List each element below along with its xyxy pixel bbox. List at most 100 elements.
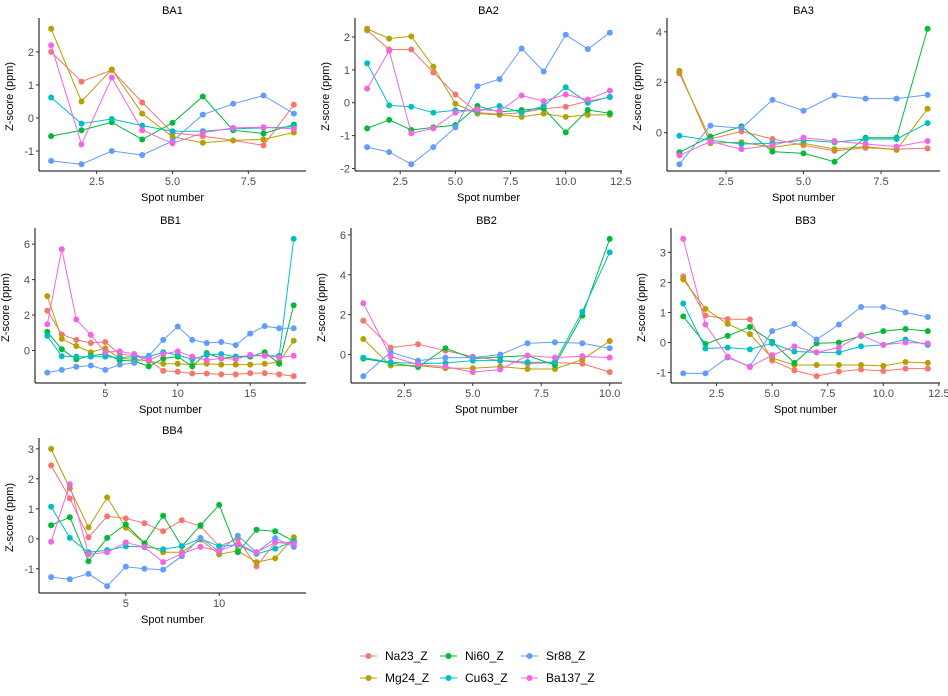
panel-title: BB1 xyxy=(160,215,181,227)
data-point-Na23_Z xyxy=(122,515,129,522)
x-axis-label: Spot number xyxy=(772,192,835,204)
legend: Na23_Z Mg24_Z Ni60_Z Cu63_Z Sr88_Z Ba137_Z xyxy=(360,649,595,685)
data-point-Ni60_Z xyxy=(902,325,909,332)
legend-item-Ni60_Z: Ni60_Z xyxy=(440,649,504,663)
data-point-Na23_Z xyxy=(408,46,415,53)
y-axis-label: Z-score (ppm) xyxy=(316,273,328,342)
y-tick-label: -1 xyxy=(24,564,34,576)
y-tick-label: 0 xyxy=(28,534,34,546)
data-point-Ba137_Z xyxy=(122,539,129,546)
data-point-Sr88_Z xyxy=(606,345,613,352)
legend-key-point xyxy=(445,675,452,681)
panel-title: BA2 xyxy=(478,5,499,17)
y-axis-label: Z-score (ppm) xyxy=(636,273,648,342)
x-axis-label: Spot number xyxy=(139,404,202,416)
data-point-Mg24_Z xyxy=(108,66,115,73)
data-point-Ba137_Z xyxy=(408,130,415,137)
data-point-Na23_Z xyxy=(858,366,865,373)
series-line-Mg24_Z xyxy=(366,28,610,118)
y-tick-label: 4 xyxy=(656,27,662,39)
data-point-Ba137_Z xyxy=(104,549,111,556)
series-line-Cu63_Z xyxy=(50,506,295,555)
data-point-Ba137_Z xyxy=(139,127,146,134)
data-point-Mg24_Z xyxy=(430,63,437,70)
data-point-Na23_Z xyxy=(104,513,111,520)
data-point-Ba137_Z xyxy=(178,550,185,557)
data-point-Ba137_Z xyxy=(474,106,481,113)
data-point-Ba137_Z xyxy=(66,481,73,488)
y-tick-label: 4 xyxy=(340,270,346,282)
x-tick-label: 2.5 xyxy=(718,176,733,188)
x-axis-label: Spot number xyxy=(457,192,520,204)
data-point-Na23_Z xyxy=(253,563,260,570)
x-tick-label: 5.0 xyxy=(796,176,811,188)
data-point-Cu63_Z xyxy=(862,136,869,143)
legend-item-Na23_Z: Na23_Z xyxy=(360,649,428,663)
data-point-Cu63_Z xyxy=(924,120,931,127)
data-point-Ba137_Z xyxy=(769,142,776,149)
data-point-Mg24_Z xyxy=(104,494,111,501)
data-point-Cu63_Z xyxy=(518,109,525,116)
data-point-Na23_Z xyxy=(261,370,268,377)
data-point-Mg24_Z xyxy=(247,361,254,368)
panel-BB3: BB3 2.5 5.0 7.5 10.0 12.5 -1 0 1 2 3 Spot number Z-s… xyxy=(636,215,948,416)
data-point-Sr88_Z xyxy=(769,328,776,335)
data-point-Cu63_Z xyxy=(769,340,776,347)
data-point-Na23_Z xyxy=(141,520,148,527)
y-tick-label: 1 xyxy=(28,504,34,516)
data-point-Ba137_Z xyxy=(924,138,931,145)
data-point-Mg24_Z xyxy=(835,362,842,369)
data-point-Ni60_Z xyxy=(680,313,687,320)
data-point-Sr88_Z xyxy=(800,107,807,114)
data-point-Mg24_Z xyxy=(408,33,415,40)
data-point-Sr88_Z xyxy=(58,366,65,373)
series-line-Ni60_Z xyxy=(363,238,611,368)
data-point-Sr88_Z xyxy=(540,68,547,75)
y-tick-label: -1 xyxy=(24,146,34,158)
data-point-Mg24_Z xyxy=(831,146,838,153)
data-point-Ba137_Z xyxy=(791,343,798,350)
data-point-Ba137_Z xyxy=(902,339,909,346)
panel-BB2: BB2 2.5 5.0 7.5 10.0 0 2 4 6 Spot number Z-score (… xyxy=(316,215,622,416)
series-line-Cu63_Z xyxy=(366,63,611,114)
data-point-Mg24_Z xyxy=(676,67,683,74)
data-point-Sr88_Z xyxy=(261,323,268,330)
data-point-Na23_Z xyxy=(178,517,185,524)
data-point-Mg24_Z xyxy=(606,338,613,345)
data-point-Cu63_Z xyxy=(702,345,709,352)
data-point-Na23_Z xyxy=(66,495,73,502)
data-point-Mg24_Z xyxy=(261,360,268,367)
data-point-Ba137_Z xyxy=(199,129,206,136)
data-point-Ni60_Z xyxy=(169,119,176,126)
data-point-Mg24_Z xyxy=(58,335,65,342)
y-tick-label: -1 xyxy=(656,368,666,380)
data-point-Sr88_Z xyxy=(702,370,709,377)
series-line-Sr88_Z xyxy=(366,32,611,165)
data-point-Mg24_Z xyxy=(174,360,181,367)
panel-BA2: BA2 2.5 5.0 7.5 10.0 12.5 -2 -1 0 1 2 Spot number Z-… xyxy=(320,5,632,204)
data-point-Cu63_Z xyxy=(430,109,437,116)
data-point-Sr88_Z xyxy=(160,566,167,573)
data-point-Mg24_Z xyxy=(518,113,525,120)
x-tick-label: 5.0 xyxy=(448,176,463,188)
data-point-Sr88_Z xyxy=(234,532,241,539)
data-point-Ba137_Z xyxy=(160,559,167,566)
y-axis-label: Z-score (ppm) xyxy=(0,273,12,342)
data-point-Ni60_Z xyxy=(364,125,371,132)
x-tick-label: 10 xyxy=(172,388,184,400)
data-point-Mg24_Z xyxy=(540,110,547,117)
data-point-Mg24_Z xyxy=(218,361,225,368)
data-point-Sr88_Z xyxy=(85,570,92,577)
y-tick-label: -2 xyxy=(340,164,350,176)
data-point-Na23_Z xyxy=(415,341,422,348)
data-point-Mg24_Z xyxy=(44,293,51,300)
data-point-Ni60_Z xyxy=(880,328,887,335)
data-point-Ba137_Z xyxy=(924,340,931,347)
data-point-Ba137_Z xyxy=(524,352,531,359)
data-point-Ba137_Z xyxy=(579,353,586,360)
data-point-Mg24_Z xyxy=(813,362,820,369)
y-tick-label: 2 xyxy=(660,277,666,289)
data-point-Ba137_Z xyxy=(48,42,55,49)
data-point-Cu63_Z xyxy=(58,353,65,360)
